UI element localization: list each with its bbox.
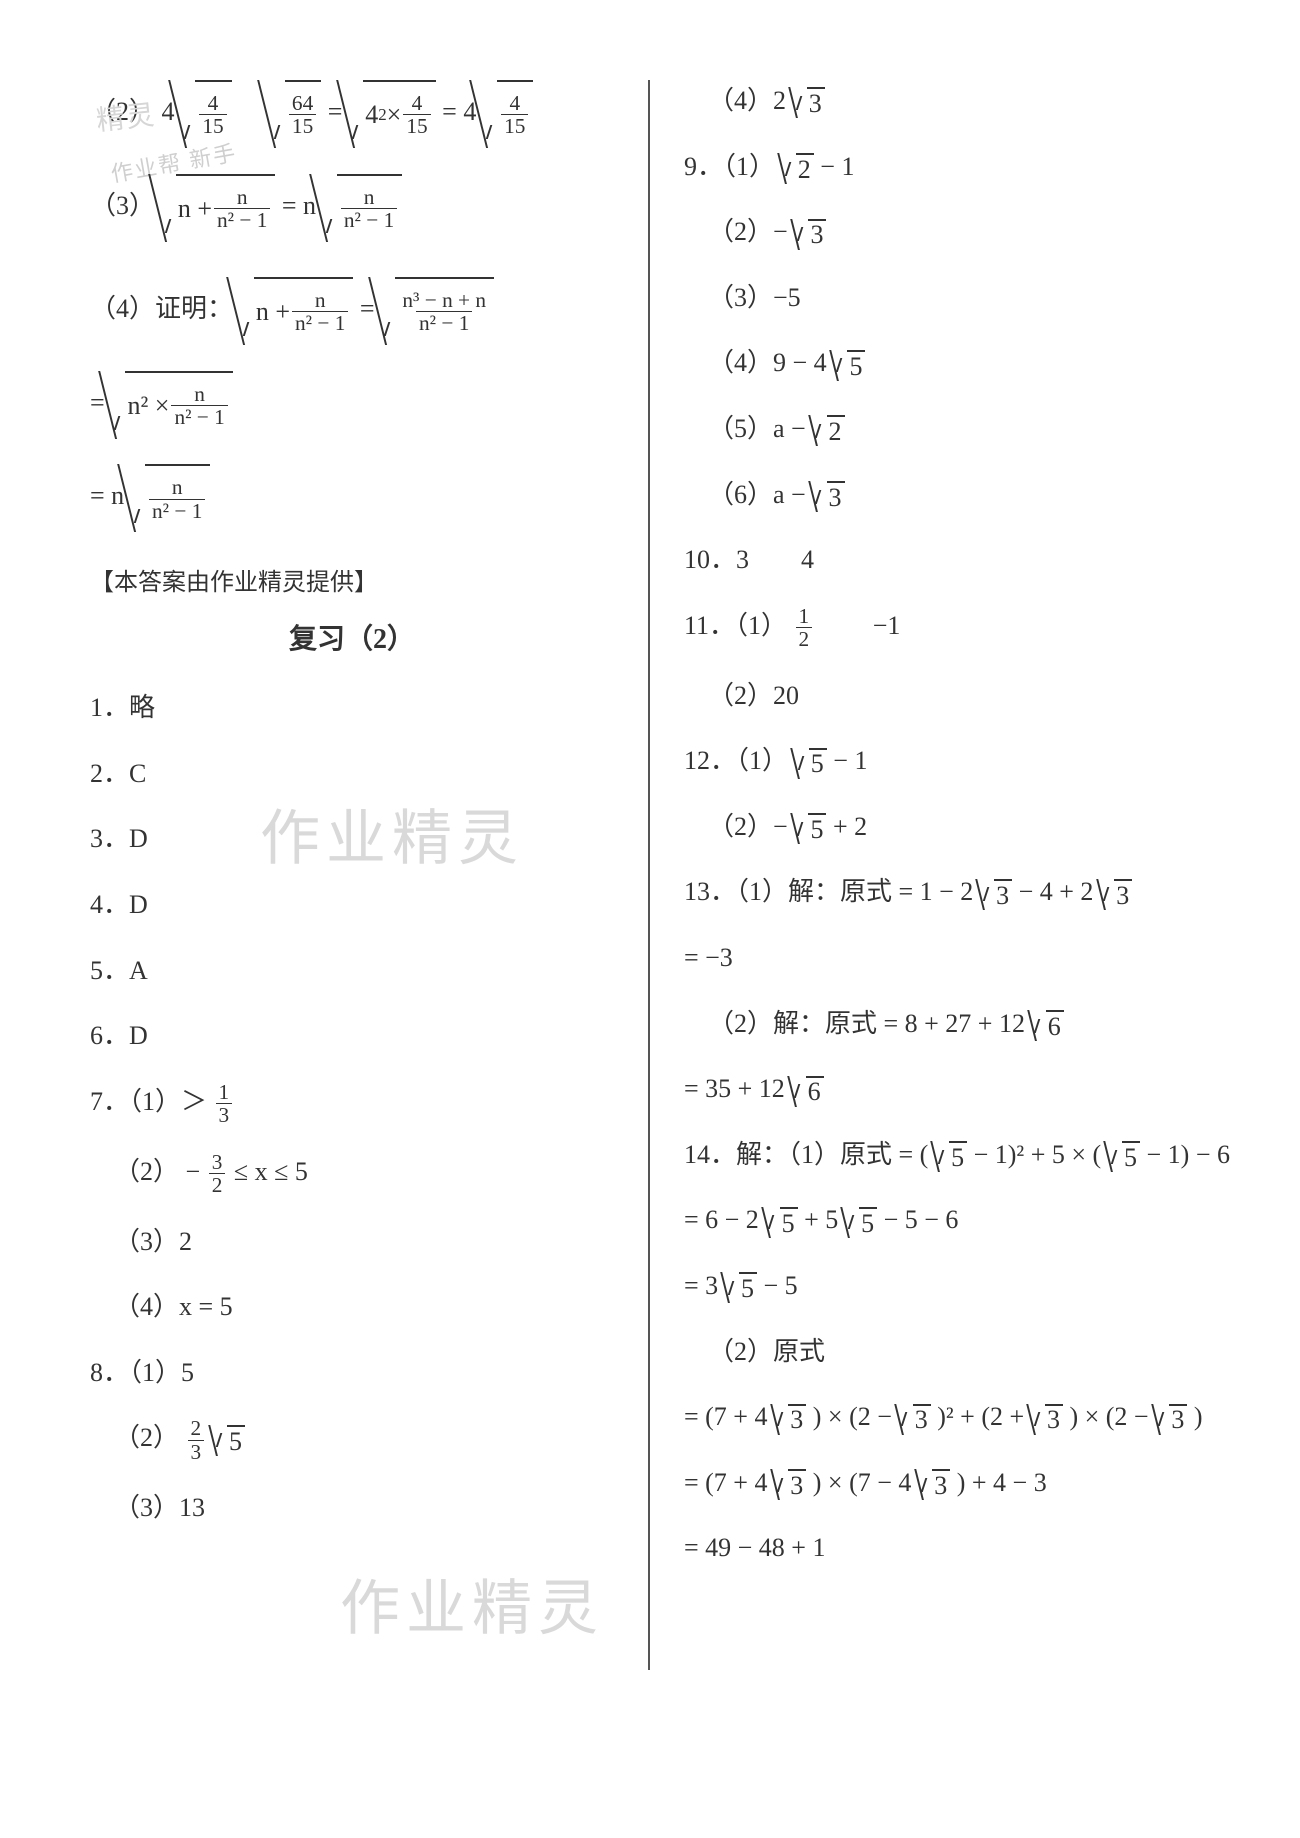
q12-2: （2）− 5 + 2: [684, 806, 1230, 848]
q13-2: （2）解：原式 = 8 + 27 + 12 6: [684, 1003, 1230, 1045]
p4-step3-sqrt: nn² − 1: [131, 464, 211, 532]
q1: 1．略: [90, 687, 614, 729]
q9-1: 9．（1） 2 − 1: [684, 146, 1230, 188]
q7-4: （4）x = 5: [90, 1286, 614, 1328]
item-4-line1: （4）证明： n + nn² − 1 = n³ − n + nn² − 1: [90, 277, 614, 345]
p4-step2-sqrt: n² × nn² − 1: [111, 371, 233, 439]
q14-2d: = (7 + 4 3 ) × (2 − 3 )² + (2 + 3 ) × (2…: [684, 1396, 1230, 1438]
q8-2: （2） 23 5: [90, 1417, 614, 1463]
left-column: （2） 4 415 6415 = 42 × 415 = 4 415 （3）: [90, 80, 644, 1778]
q8-1: 8．（1）5: [90, 1352, 614, 1394]
p2-prefix: （2）: [90, 97, 155, 126]
q14-2f: = 49 − 48 + 1: [684, 1527, 1230, 1569]
q13-1-res: = −3: [684, 937, 1230, 979]
q11-1: 11．（1） 12 −1: [684, 605, 1230, 651]
item-3: （3） n + nn² − 1 = n nn² − 1: [90, 174, 614, 242]
p3-rhs-sqrt: nn² − 1: [323, 174, 403, 242]
q10: 10．3 4: [684, 539, 1230, 581]
q7-2: （2） − 32 ≤ x ≤ 5: [90, 1151, 614, 1197]
q2: 2．C: [90, 753, 614, 795]
q9-6: （6）a − 3: [684, 474, 1230, 516]
p2-b-sqrt: 6415: [271, 80, 322, 148]
item-2: （2） 4 415 6415 = 42 × 415 = 4 415: [90, 80, 614, 148]
q13-2-res: = 35 + 12 6: [684, 1068, 1230, 1110]
q14-2-label: （2）原式: [684, 1331, 1230, 1373]
q14-1: 14．解：（1）原式 = ( 5 − 1)² + 5 × ( 5 − 1) − …: [684, 1134, 1230, 1176]
q7-1: 7．（1）＞ 13: [90, 1081, 614, 1127]
q3: 3．D: [90, 818, 614, 860]
q8-3: （3）13: [90, 1487, 614, 1529]
right-column: （4）2 3 9．（1） 2 − 1 （2）− 3 （3）−5 （4）9 − 4…: [654, 80, 1230, 1778]
p4-lhs-sqrt: n + nn² − 1: [240, 277, 354, 345]
p3-lhs-sqrt: n + nn² − 1: [162, 174, 276, 242]
q9-3: （3）−5: [684, 277, 1230, 319]
p2-d-sqrt: 415: [483, 80, 534, 148]
q6: 6．D: [90, 1015, 614, 1057]
item-4-line2: = n² × nn² − 1: [90, 371, 614, 439]
column-divider: [648, 80, 650, 1670]
q7-3: （3）2: [90, 1221, 614, 1263]
q9-4: （4）9 − 4 5: [684, 342, 1230, 384]
section-title: 复习（2）: [90, 618, 614, 663]
page-root: 精灵 作业帮 新手 作业精灵 作业精灵 （2） 4 415 6415 = 42 …: [0, 0, 1300, 1838]
q13-1: 13．（1）解：原式 = 1 − 2 3 − 4 + 2 3: [684, 871, 1230, 913]
q11-2: （2）20: [684, 675, 1230, 717]
p4-rhs-sqrt: n³ − n + nn² − 1: [381, 277, 494, 345]
p2-a-sqrt: 415: [181, 80, 232, 148]
q8-4: （4）2 3: [684, 80, 1230, 122]
q9-5: （5）a − 2: [684, 408, 1230, 450]
q12-1: 12．（1） 5 − 1: [684, 740, 1230, 782]
q9-2: （2）− 3: [684, 211, 1230, 253]
p2-c-sqrt: 42 × 415: [349, 80, 436, 148]
q5: 5．A: [90, 950, 614, 992]
q14-1c: = 3 5 − 5: [684, 1265, 1230, 1307]
item-4-line3: = n nn² − 1: [90, 464, 614, 532]
q4: 4．D: [90, 884, 614, 926]
q14-1b: = 6 − 2 5 + 5 5 − 5 − 6: [684, 1199, 1230, 1241]
credit-line: 【本答案由作业精灵提供】: [90, 564, 614, 602]
q14-2e: = (7 + 4 3 ) × (7 − 4 3 ) + 4 − 3: [684, 1462, 1230, 1504]
